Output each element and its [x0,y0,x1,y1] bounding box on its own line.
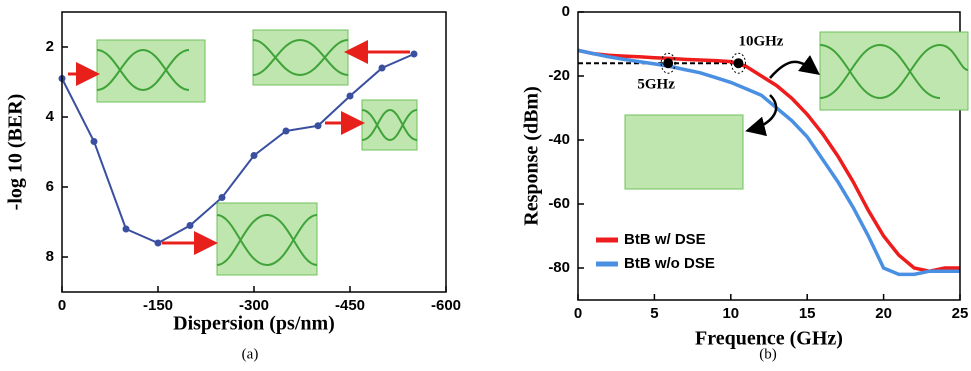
marker [347,93,354,100]
x-tick-label: 10 [722,305,739,322]
eye-diagram [625,115,743,189]
y-tick-label: -20 [548,67,570,84]
y-tick-label: -40 [548,131,570,148]
x-tick-label: -450 [335,297,365,314]
y-axis-title: -log 10 (BER) [5,94,27,211]
eye-diagram [362,100,417,150]
marker [219,194,226,201]
x-tick-label: 0 [574,305,582,322]
legend-label: BtB w/o DSE [624,255,715,272]
marker [411,51,418,58]
y-tick-label: 0 [562,3,570,20]
marker [123,226,130,233]
x-tick-label: 15 [799,305,816,322]
eye-diagram [820,32,968,110]
y-tick-label: 8 [46,248,54,265]
arrow [750,95,776,130]
x-tick-label: 0 [58,297,66,314]
marker [379,65,386,72]
arrow [770,62,816,78]
y-tick-label: 4 [46,108,55,125]
x-tick-label: 5 [650,305,658,322]
marker [155,240,162,247]
marker [283,128,290,135]
caption: (b) [759,346,777,362]
x-tick-label: -300 [239,297,269,314]
marker [315,122,322,129]
annotation: 10GHz [738,34,783,50]
annotation-point [663,58,673,68]
x-axis-title: Dispersion (ps/nm) [173,313,335,335]
marker [187,222,194,229]
y-tick-label: -60 [548,195,570,212]
eye-diagrams [68,30,968,275]
eye-diagram [217,203,317,275]
x-tick-label: -150 [143,297,173,314]
y-tick-label: -80 [548,259,570,276]
eye-diagram [253,30,348,85]
annotation-point [733,58,743,68]
y-tick-label: 2 [46,38,54,55]
x-tick-label: 25 [952,305,969,322]
y-tick-label: 6 [46,178,54,195]
y-axis-title: Response (dBm) [521,86,543,225]
figure: 0-150-300-450-6002468Dispersion (ps/nm)-… [0,0,971,371]
marker [91,138,98,145]
x-tick-label: 20 [875,305,892,322]
annotation: 5GHz [637,77,675,93]
legend-label: BtB w/ DSE [624,231,706,248]
eye-diagram [97,40,205,102]
x-tick-label: -600 [431,297,461,314]
caption: (a) [242,346,259,362]
marker [251,152,258,159]
